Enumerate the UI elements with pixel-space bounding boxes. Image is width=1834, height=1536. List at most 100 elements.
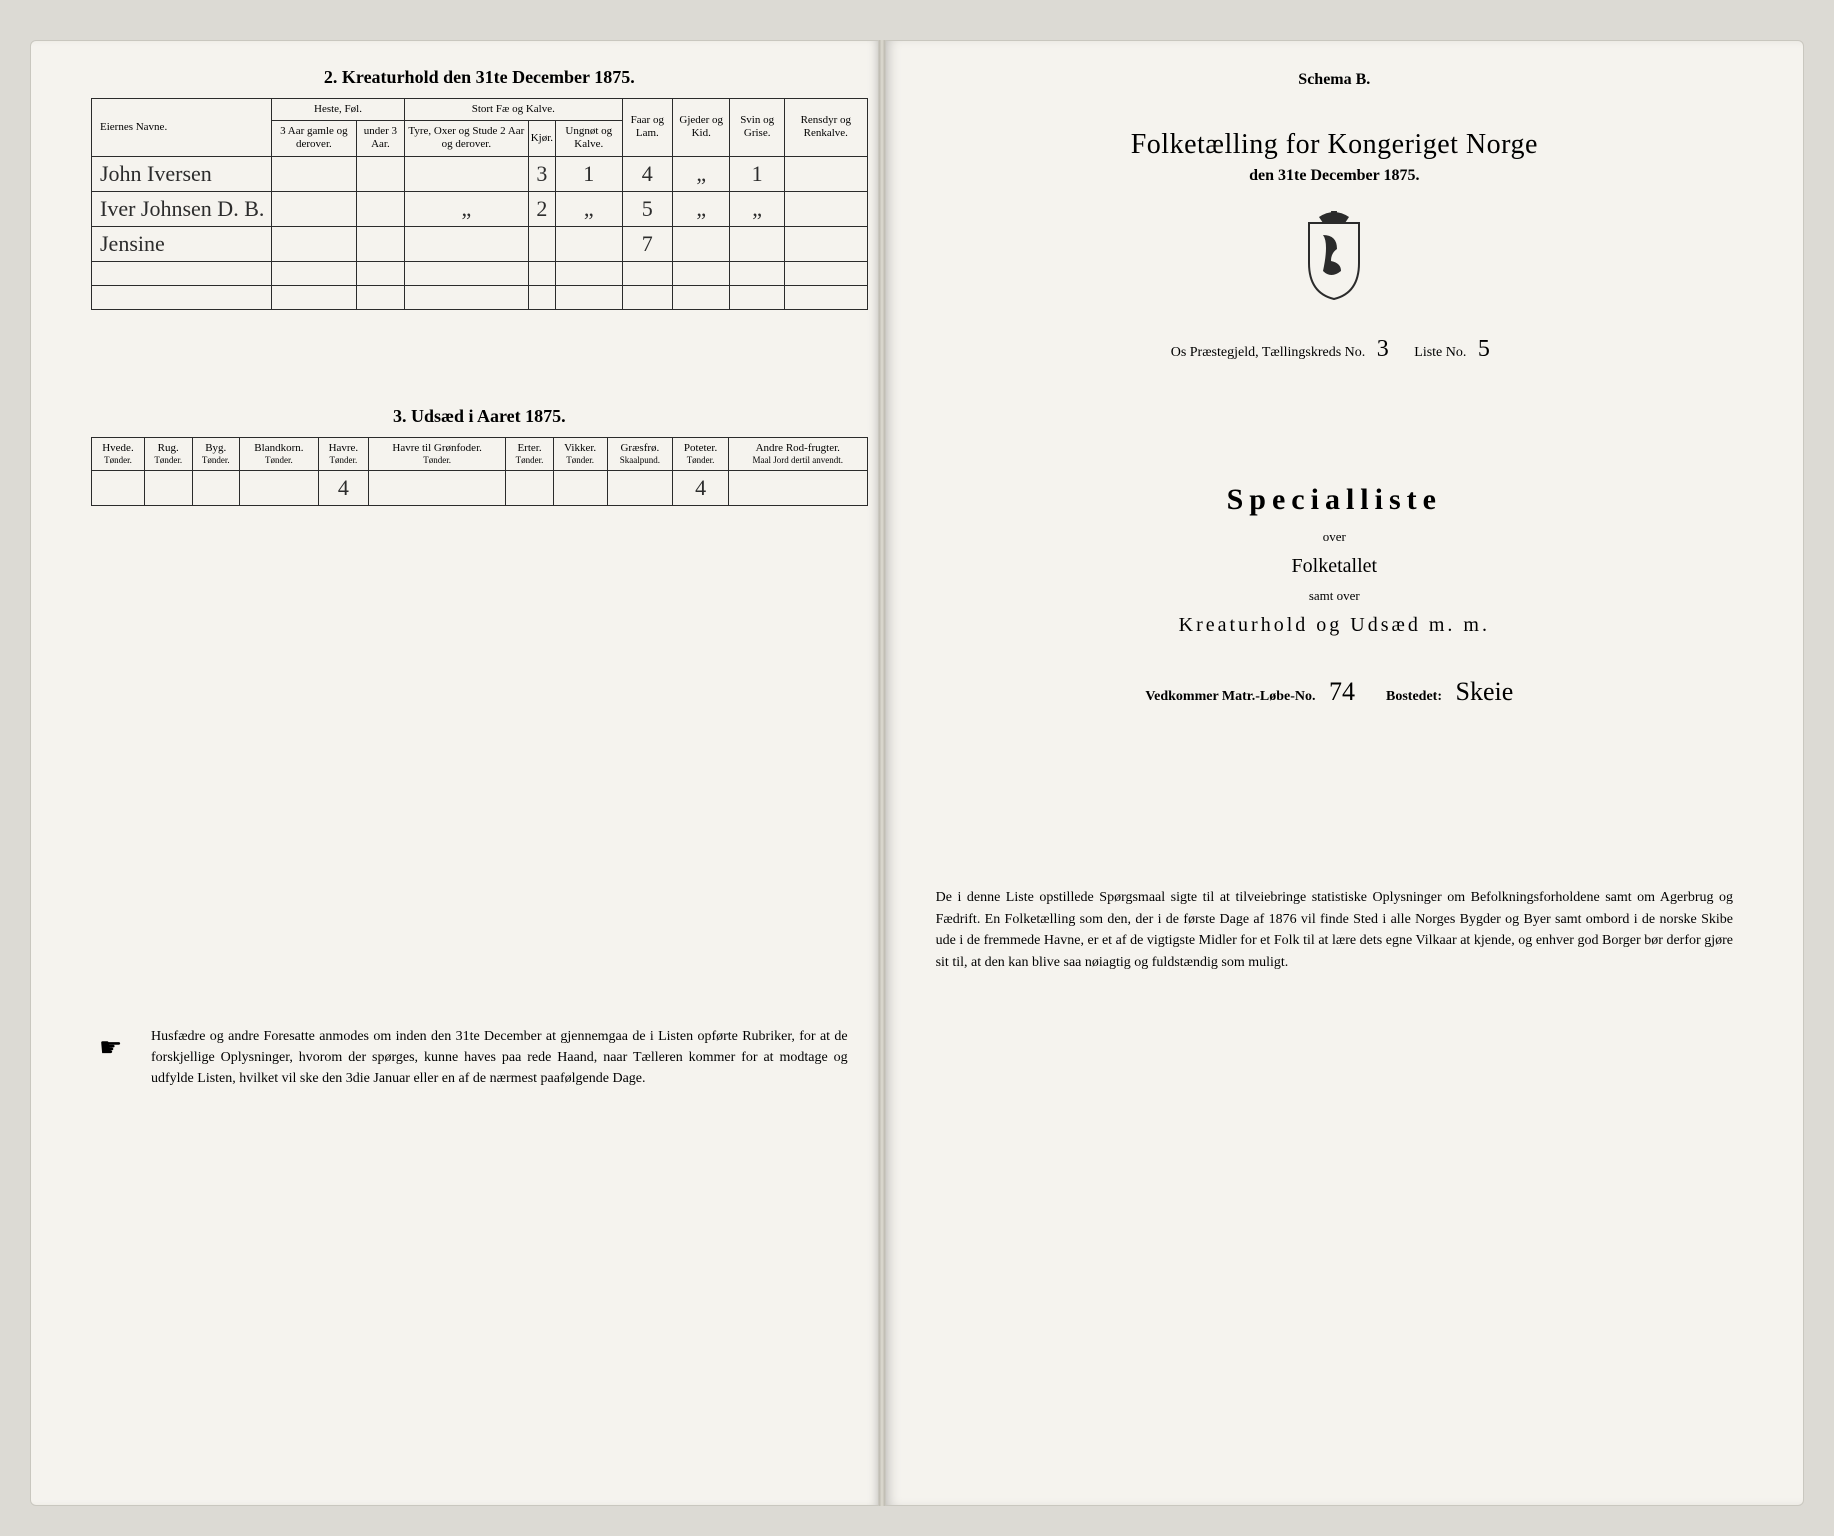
census-title: Folketælling for Kongeriget Norge bbox=[926, 129, 1743, 161]
book-spread: 2. Kreaturhold den 31te December 1875. E… bbox=[30, 40, 1804, 1506]
t3-cell bbox=[144, 470, 192, 505]
t3-hvede: Hvede.Tønder. bbox=[92, 437, 145, 470]
t2-cell bbox=[356, 191, 404, 226]
t3-cell bbox=[192, 470, 240, 505]
liste-label: Liste No. bbox=[1414, 345, 1466, 360]
t2-cell: „ bbox=[556, 191, 623, 226]
scan-frame: 2. Kreaturhold den 31te December 1875. E… bbox=[0, 0, 1834, 1536]
t2-cell: „ bbox=[405, 191, 529, 226]
t2-cell bbox=[528, 226, 555, 261]
t2-col-faar: Faar og Lam. bbox=[622, 99, 672, 157]
table2: Eiernes Navne. Heste, Føl. Stort Fæ og K… bbox=[91, 98, 868, 310]
t2-cell bbox=[556, 226, 623, 261]
t2-cell bbox=[784, 156, 867, 191]
table3-title: 3. Udsæd i Aaret 1875. bbox=[91, 406, 868, 427]
kreatur-label: Kreaturhold og Udsæd m. m. bbox=[926, 614, 1743, 637]
t3-poteter: Poteter.Tønder. bbox=[673, 437, 729, 470]
t2-cell bbox=[673, 226, 730, 261]
t2-cell bbox=[784, 226, 867, 261]
schema-label: Schema B. bbox=[926, 71, 1743, 89]
t3-cell bbox=[728, 470, 867, 505]
t2-cell: „ bbox=[730, 191, 785, 226]
t2-cell: 4 bbox=[622, 156, 672, 191]
t3-cell: 4 bbox=[318, 470, 368, 505]
over-label: over bbox=[926, 529, 1743, 545]
t3-cell bbox=[553, 470, 607, 505]
t2-col-h2: under 3 Aar. bbox=[356, 121, 404, 156]
t3-bland: Blandkorn.Tønder. bbox=[240, 437, 319, 470]
table-row: Jensine 7 bbox=[92, 226, 868, 261]
t3-andre: Andre Rod-frugter.Maal Jord dertil anven… bbox=[728, 437, 867, 470]
table3: Hvede.Tønder. Rug.Tønder. Byg.Tønder. Bl… bbox=[91, 437, 868, 506]
t3-cell bbox=[92, 470, 145, 505]
t2-col-s2: Kjør. bbox=[528, 121, 555, 156]
t3-cell bbox=[240, 470, 319, 505]
t2-col-s3: Ungnøt og Kalve. bbox=[556, 121, 623, 156]
left-footnote-text: Husfædre og andre Foresatte anmodes om i… bbox=[151, 1029, 848, 1086]
t2-cell bbox=[272, 226, 357, 261]
table-row bbox=[92, 285, 868, 309]
t2-cell: 2 bbox=[528, 191, 555, 226]
bosted-label: Bostedet: bbox=[1386, 689, 1442, 704]
matr-no: 74 bbox=[1319, 677, 1365, 706]
table2-title: 2. Kreaturhold den 31te December 1875. bbox=[91, 67, 868, 88]
t3-vikker: Vikker.Tønder. bbox=[553, 437, 607, 470]
kreds-no: 3 bbox=[1369, 336, 1397, 362]
folketallet-label: Folketallet bbox=[926, 555, 1743, 578]
t3-havre: Havre.Tønder. bbox=[318, 437, 368, 470]
liste-no: 5 bbox=[1470, 336, 1498, 362]
t2-r0-name: John Iversen bbox=[92, 156, 272, 191]
t2-cell bbox=[405, 226, 529, 261]
t2-cell: 1 bbox=[556, 156, 623, 191]
t2-cell bbox=[784, 191, 867, 226]
right-footnote: De i denne Liste opstillede Spørgsmaal s… bbox=[936, 887, 1733, 974]
bosted-value: Skeie bbox=[1446, 677, 1524, 706]
samt-label: samt over bbox=[926, 588, 1743, 604]
t2-cell bbox=[356, 156, 404, 191]
specialliste-title: Specialliste bbox=[926, 483, 1743, 517]
t2-cell: 1 bbox=[730, 156, 785, 191]
t3-cell bbox=[369, 470, 506, 505]
t2-cell: „ bbox=[673, 156, 730, 191]
vedkommer-line: Vedkommer Matr.-Løbe-No. 74 Bostedet: Sk… bbox=[926, 677, 1743, 707]
t2-cell: „ bbox=[673, 191, 730, 226]
coat-of-arms-icon bbox=[1299, 211, 1369, 301]
t2-cell bbox=[272, 156, 357, 191]
t2-col-gjeder: Gjeder og Kid. bbox=[673, 99, 730, 157]
t3-cell bbox=[506, 470, 554, 505]
book-spine bbox=[879, 40, 885, 1506]
table-row: 4 4 bbox=[92, 470, 868, 505]
matr-label: Vedkommer Matr.-Løbe-No. bbox=[1145, 689, 1315, 704]
t3-cell bbox=[607, 470, 673, 505]
t2-cell bbox=[405, 156, 529, 191]
pointing-hand-icon: ☛ bbox=[99, 1028, 122, 1067]
t2-r2-name: Jensine bbox=[92, 226, 272, 261]
parish-label: Os Præstegjeld, Tællingskreds No. bbox=[1171, 345, 1366, 360]
table-row: John Iversen 3 1 4 „ 1 bbox=[92, 156, 868, 191]
t2-cell: 5 bbox=[622, 191, 672, 226]
table-row bbox=[92, 261, 868, 285]
t2-col-h1: 3 Aar gamle og derover. bbox=[272, 121, 357, 156]
t2-cell: 7 bbox=[622, 226, 672, 261]
t2-cell bbox=[356, 226, 404, 261]
parish-line: Os Præstegjeld, Tællingskreds No. 3 List… bbox=[926, 336, 1743, 363]
t2-col-name: Eiernes Navne. bbox=[92, 99, 272, 157]
t2-grp-stort: Stort Fæ og Kalve. bbox=[405, 99, 623, 121]
t3-havregf: Havre til Grønfoder.Tønder. bbox=[369, 437, 506, 470]
t2-cell bbox=[730, 226, 785, 261]
t2-r1-name: Iver Johnsen D. B. bbox=[92, 191, 272, 226]
t3-grasfro: Græsfrø.Skaalpund. bbox=[607, 437, 673, 470]
t2-col-ren: Rensdyr og Renkalve. bbox=[784, 99, 867, 157]
t3-cell: 4 bbox=[673, 470, 729, 505]
t3-byg: Byg.Tønder. bbox=[192, 437, 240, 470]
page-left: 2. Kreaturhold den 31te December 1875. E… bbox=[30, 40, 879, 1506]
t3-rug: Rug.Tønder. bbox=[144, 437, 192, 470]
t2-grp-heste: Heste, Føl. bbox=[272, 99, 405, 121]
t2-cell: 3 bbox=[528, 156, 555, 191]
left-footnote: ☛ Husfædre og andre Foresatte anmodes om… bbox=[151, 1026, 848, 1089]
table-row: Iver Johnsen D. B. „ 2 „ 5 „ „ bbox=[92, 191, 868, 226]
census-date: den 31te December 1875. bbox=[926, 167, 1743, 185]
t2-col-s1: Tyre, Oxer og Stude 2 Aar og derover. bbox=[405, 121, 529, 156]
page-right: Schema B. Folketælling for Kongeriget No… bbox=[885, 40, 1804, 1506]
t2-col-svin: Svin og Grise. bbox=[730, 99, 785, 157]
